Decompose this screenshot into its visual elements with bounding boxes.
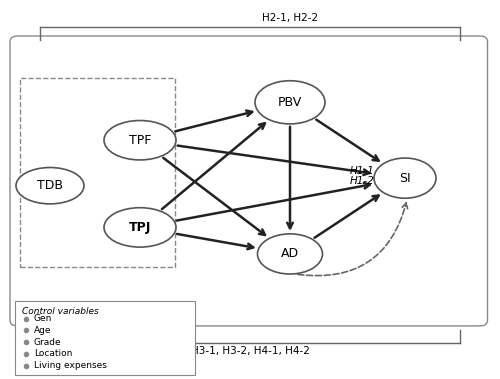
FancyArrowPatch shape — [162, 123, 265, 209]
Text: H2-1, H2-2: H2-1, H2-2 — [262, 14, 318, 23]
Text: Grade: Grade — [34, 338, 62, 347]
Text: Age: Age — [34, 326, 52, 335]
FancyArrowPatch shape — [164, 158, 265, 235]
Text: H3-1, H3-2, H4-1, H4-2: H3-1, H3-2, H4-1, H4-2 — [190, 346, 310, 356]
FancyArrowPatch shape — [177, 234, 254, 249]
Text: TDB: TDB — [37, 179, 63, 192]
Text: SI: SI — [399, 172, 411, 185]
Text: TPF: TPF — [129, 134, 151, 147]
FancyArrowPatch shape — [316, 120, 378, 161]
FancyBboxPatch shape — [15, 301, 195, 375]
Ellipse shape — [374, 158, 436, 198]
FancyArrowPatch shape — [178, 146, 369, 175]
Text: TPJ: TPJ — [129, 221, 151, 234]
FancyArrowPatch shape — [177, 183, 370, 221]
Text: PBV: PBV — [278, 96, 302, 109]
Text: Living expenses: Living expenses — [34, 361, 107, 370]
FancyArrowPatch shape — [314, 196, 378, 238]
Text: H1-1: H1-1 — [350, 166, 375, 176]
Text: Location: Location — [34, 349, 72, 359]
Ellipse shape — [104, 121, 176, 160]
Ellipse shape — [255, 81, 325, 124]
Text: H1-2: H1-2 — [350, 176, 375, 186]
Ellipse shape — [258, 234, 322, 274]
Ellipse shape — [16, 168, 84, 204]
Ellipse shape — [104, 208, 176, 247]
Text: Gen: Gen — [34, 314, 52, 323]
FancyArrowPatch shape — [287, 127, 293, 228]
Text: Control variables: Control variables — [22, 307, 99, 316]
Text: AD: AD — [281, 247, 299, 260]
FancyArrowPatch shape — [176, 111, 252, 131]
